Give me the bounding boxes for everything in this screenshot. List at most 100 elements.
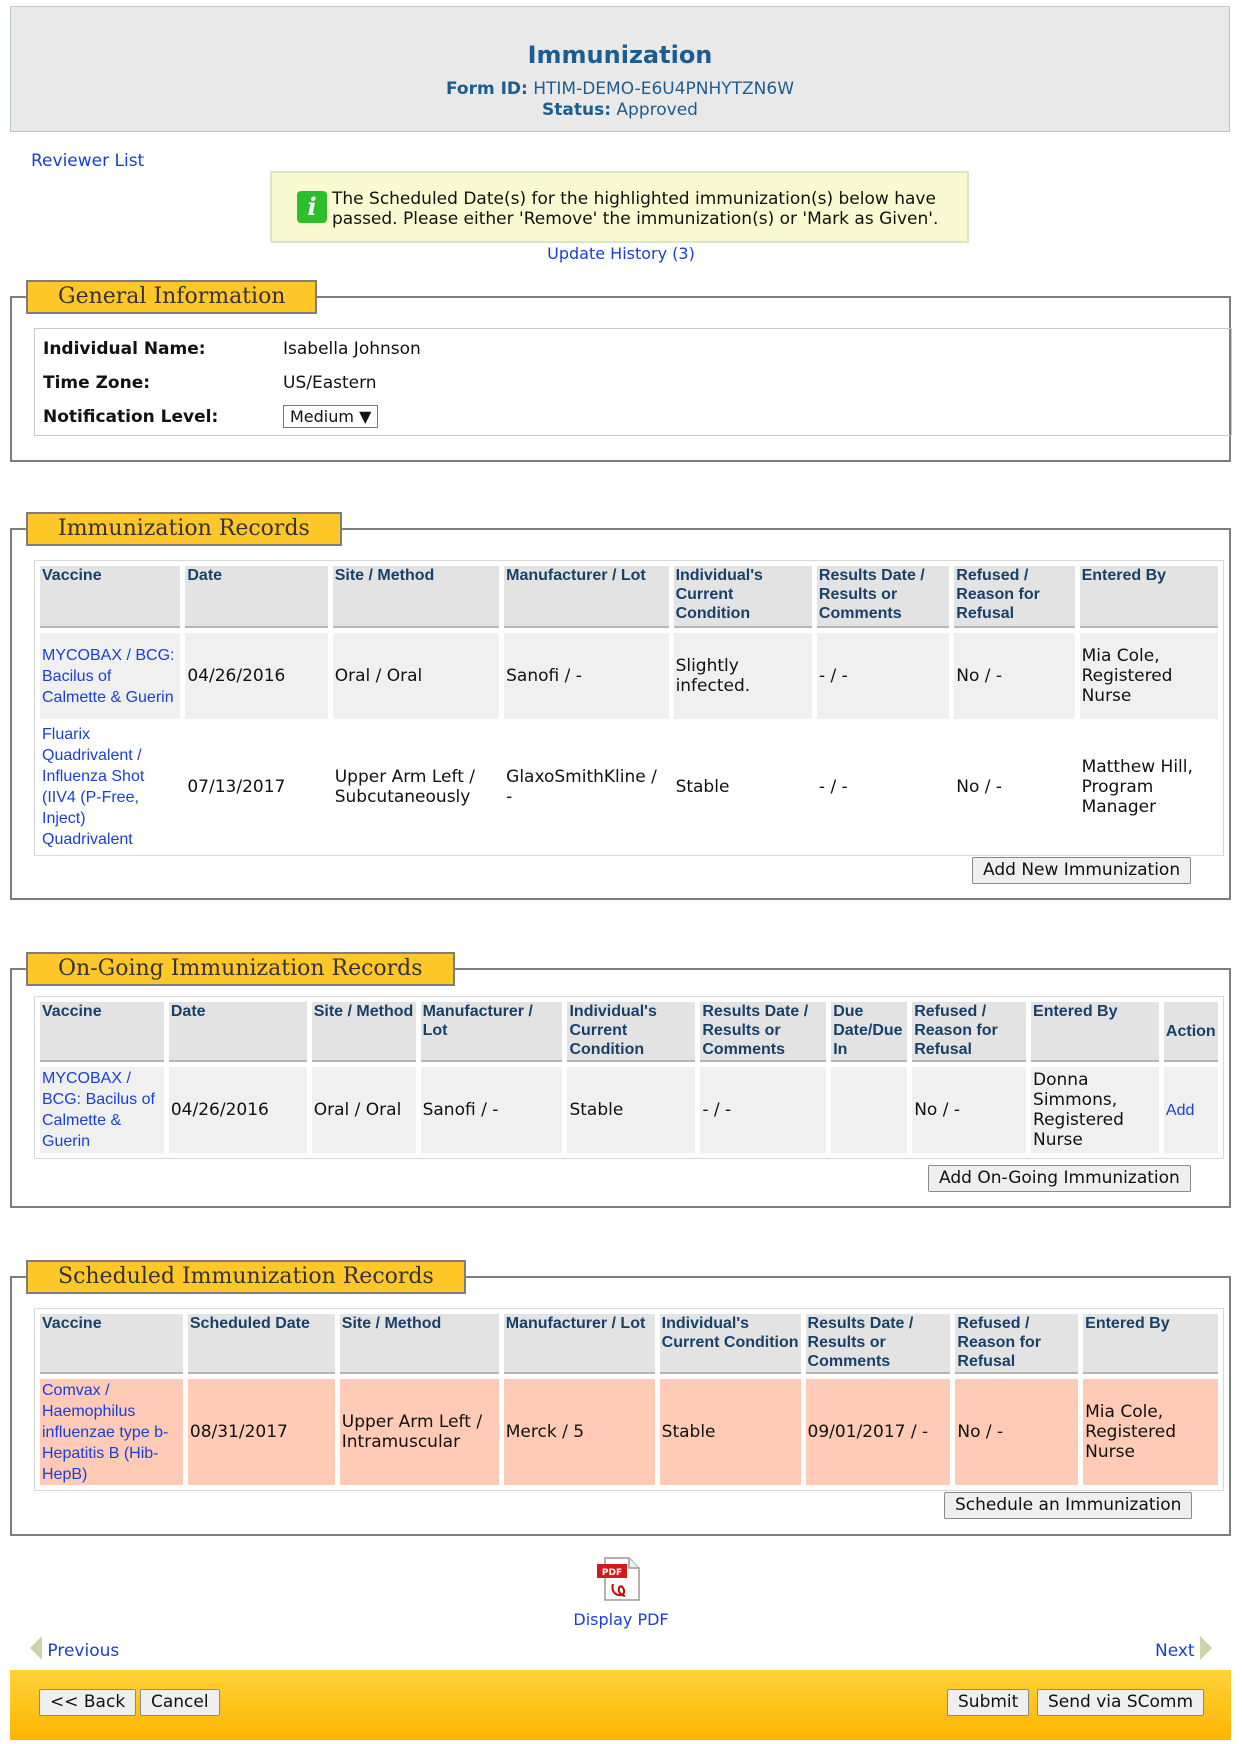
- vaccine-link[interactable]: Fluarix Quadrivalent / Influenza Shot (I…: [42, 726, 145, 848]
- add-action-link[interactable]: Add: [1165, 1101, 1195, 1119]
- scheduled-date-cell: 08/31/2017: [187, 1379, 335, 1485]
- column-header: Vaccine: [40, 1314, 183, 1374]
- arrow-right-icon: [1200, 1636, 1212, 1660]
- date-cell: 04/26/2016: [185, 633, 328, 719]
- site-cell: Oral / Oral: [311, 1067, 416, 1153]
- chevron-down-icon: ▼: [359, 407, 372, 426]
- condition-cell: Slightly infected.: [673, 633, 812, 719]
- condition-cell: Stable: [659, 1379, 801, 1485]
- date-cell: 07/13/2017: [185, 724, 328, 850]
- manufacturer-cell: Sanofi / -: [504, 633, 669, 719]
- refused-cell: No / -: [912, 1067, 1027, 1153]
- results-cell: - / -: [816, 633, 950, 719]
- overdue-notice: i The Scheduled Date(s) for the highligh…: [270, 171, 969, 243]
- form-id-value: HTIM-DEMO-E6U4PNHYTZN6W: [533, 79, 795, 99]
- column-header: Due Date/Due In: [831, 1002, 908, 1062]
- column-header: Individual's Current Condition: [567, 1002, 696, 1062]
- table-header-row: Vaccine Date Site / Method Manufacturer …: [40, 566, 1218, 628]
- refused-cell: No / -: [955, 1379, 1079, 1485]
- table-row: Fluarix Quadrivalent / Influenza Shot (I…: [40, 724, 1218, 850]
- refused-cell: No / -: [954, 633, 1075, 719]
- notification-level-select[interactable]: Medium ▼: [283, 405, 379, 428]
- submit-button[interactable]: Submit: [947, 1689, 1030, 1716]
- results-cell: 09/01/2017 / -: [805, 1379, 951, 1485]
- individual-name-value: Isabella Johnson: [283, 339, 421, 359]
- table-row: MYCOBAX / BCG: Bacilus of Calmette & Gue…: [40, 633, 1218, 719]
- previous-label: Previous: [47, 1641, 120, 1661]
- entered-by-cell: Mia Cole, Registered Nurse: [1083, 1379, 1218, 1485]
- column-header: Date: [185, 566, 328, 628]
- refused-cell: No / -: [954, 724, 1075, 850]
- add-ongoing-immunization-button[interactable]: Add On-Going Immunization: [928, 1165, 1191, 1192]
- table-row: Comvax / Haemophilus influenzae type b-H…: [40, 1379, 1218, 1485]
- page-title: Immunization: [527, 41, 713, 69]
- results-cell: - / -: [816, 724, 950, 850]
- column-header: Manufacturer / Lot: [420, 1002, 563, 1062]
- ongoing-immunization-table: Vaccine Date Site / Method Manufacturer …: [34, 996, 1224, 1159]
- column-header: Refused / Reason for Refusal: [954, 566, 1075, 628]
- update-history-link[interactable]: Update History (3): [547, 244, 695, 263]
- general-info-box: Individual Name: Isabella Johnson Time Z…: [34, 328, 1232, 436]
- due-cell: [831, 1067, 908, 1153]
- scheduled-immunization-section: Scheduled Immunization Records Vaccine S…: [10, 1260, 1231, 1536]
- section-legend: Immunization Records: [26, 512, 342, 546]
- send-via-scomm-button[interactable]: Send via SComm: [1037, 1689, 1205, 1716]
- reviewer-list-link[interactable]: Reviewer List: [31, 151, 145, 171]
- general-information-section: General Information Individual Name: Isa…: [10, 280, 1232, 462]
- form-header: Immunization Form ID: HTIM-DEMO-E6U4PNHY…: [10, 6, 1230, 132]
- table-header-row: Vaccine Date Site / Method Manufacturer …: [40, 1002, 1218, 1062]
- display-pdf-link[interactable]: Display PDF: [573, 1610, 669, 1629]
- immunization-records-table: Vaccine Date Site / Method Manufacturer …: [34, 560, 1224, 856]
- pdf-icon[interactable]: PDF: [595, 1554, 643, 1604]
- immunization-records-section: Immunization Records Vaccine Date Site /…: [10, 512, 1231, 900]
- cancel-button[interactable]: Cancel: [140, 1689, 220, 1716]
- back-button[interactable]: << Back: [39, 1689, 137, 1716]
- vaccine-link[interactable]: MYCOBAX / BCG: Bacilus of Calmette & Gue…: [42, 1070, 155, 1150]
- time-zone-label: Time Zone:: [43, 373, 151, 393]
- site-cell: Oral / Oral: [332, 633, 500, 719]
- column-header: Entered By: [1083, 1314, 1218, 1374]
- section-legend: On-Going Immunization Records: [26, 952, 455, 986]
- column-header: Manufacturer / Lot: [504, 566, 669, 628]
- vaccine-link[interactable]: Comvax / Haemophilus influenzae type b-H…: [42, 1381, 169, 1483]
- info-icon: i: [297, 191, 327, 223]
- status-label: Status:: [542, 100, 612, 120]
- column-header: Site / Method: [311, 1002, 416, 1062]
- previous-link[interactable]: Previous: [30, 1636, 119, 1661]
- column-header: Vaccine: [40, 1002, 164, 1062]
- column-header: Manufacturer / Lot: [503, 1314, 655, 1374]
- column-header: Entered By: [1079, 566, 1218, 628]
- condition-cell: Stable: [673, 724, 812, 850]
- status-line: Status: Approved: [11, 100, 1229, 121]
- column-header: Site / Method: [339, 1314, 499, 1374]
- entered-by-cell: Donna Simmons, Registered Nurse: [1031, 1067, 1159, 1153]
- section-legend: Scheduled Immunization Records: [26, 1260, 466, 1294]
- column-header: Results Date / Results or Comments: [700, 1002, 827, 1062]
- notification-level-value: Medium: [290, 407, 354, 426]
- column-header: Refused / Reason for Refusal: [912, 1002, 1027, 1062]
- table-row: MYCOBAX / BCG: Bacilus of Calmette & Gue…: [40, 1067, 1218, 1153]
- vaccine-link[interactable]: MYCOBAX / BCG: Bacilus of Calmette & Gue…: [42, 646, 175, 706]
- column-header: Results Date / Results or Comments: [805, 1314, 951, 1374]
- site-cell: Upper Arm Left / Intramuscular: [339, 1379, 499, 1485]
- next-link[interactable]: Next: [1155, 1636, 1212, 1661]
- results-cell: - / -: [700, 1067, 827, 1153]
- entered-by-cell: Matthew Hill, Program Manager: [1079, 724, 1218, 850]
- column-header: Individual's Current Condition: [673, 566, 812, 628]
- form-id-label: Form ID:: [445, 79, 528, 99]
- site-cell: Upper Arm Left / Subcutaneously: [332, 724, 500, 850]
- add-new-immunization-button[interactable]: Add New Immunization: [972, 857, 1192, 884]
- arrow-left-icon: [30, 1636, 42, 1660]
- pdf-badge-text: PDF: [602, 1568, 622, 1578]
- manufacturer-cell: GlaxoSmithKline / -: [504, 724, 669, 850]
- column-header: Refused / Reason for Refusal: [955, 1314, 1079, 1374]
- schedule-immunization-button[interactable]: Schedule an Immunization: [944, 1492, 1193, 1519]
- section-legend: General Information: [26, 280, 318, 314]
- column-header: Entered By: [1031, 1002, 1159, 1062]
- time-zone-value: US/Eastern: [283, 373, 377, 393]
- column-header: Vaccine: [40, 566, 181, 628]
- column-header: Individual's Current Condition: [659, 1314, 801, 1374]
- column-header: Results Date / Results or Comments: [816, 566, 950, 628]
- table-header-row: Vaccine Scheduled Date Site / Method Man…: [40, 1314, 1218, 1374]
- next-label: Next: [1154, 1641, 1195, 1661]
